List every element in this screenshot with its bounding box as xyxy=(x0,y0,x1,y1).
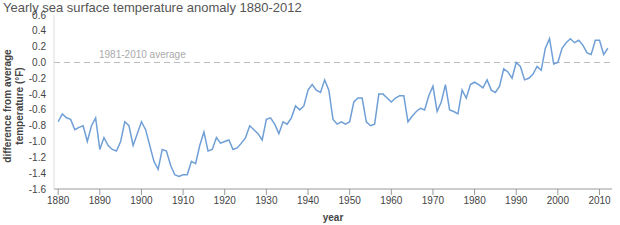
svg-text:1920: 1920 xyxy=(214,195,237,206)
svg-text:1910: 1910 xyxy=(172,195,195,206)
svg-text:0.0: 0.0 xyxy=(32,57,46,68)
svg-text:1900: 1900 xyxy=(130,195,153,206)
svg-text:1960: 1960 xyxy=(380,195,403,206)
svg-text:1950: 1950 xyxy=(339,195,362,206)
svg-text:0.2: 0.2 xyxy=(32,41,46,52)
svg-text:1940: 1940 xyxy=(297,195,320,206)
svg-text:2000: 2000 xyxy=(547,195,570,206)
svg-text:year: year xyxy=(323,212,344,223)
svg-text:-0.4: -0.4 xyxy=(29,89,47,100)
svg-text:1930: 1930 xyxy=(255,195,278,206)
svg-text:0.4: 0.4 xyxy=(32,25,46,36)
svg-text:1981-2010 average: 1981-2010 average xyxy=(99,49,186,60)
svg-text:0.6: 0.6 xyxy=(32,10,46,21)
svg-text:-0.6: -0.6 xyxy=(29,104,47,115)
svg-text:-1.0: -1.0 xyxy=(29,136,47,147)
svg-text:-0.2: -0.2 xyxy=(29,73,47,84)
svg-text:-1.2: -1.2 xyxy=(29,152,47,163)
svg-text:1980: 1980 xyxy=(463,195,486,206)
svg-text:2010: 2010 xyxy=(588,195,611,206)
svg-text:-1.4: -1.4 xyxy=(29,168,47,179)
svg-text:1880: 1880 xyxy=(47,195,70,206)
svg-text:1970: 1970 xyxy=(422,195,445,206)
svg-text:1890: 1890 xyxy=(89,195,112,206)
svg-text:-0.8: -0.8 xyxy=(29,120,47,131)
svg-text:1990: 1990 xyxy=(505,195,528,206)
svg-text:-1.6: -1.6 xyxy=(29,184,47,195)
